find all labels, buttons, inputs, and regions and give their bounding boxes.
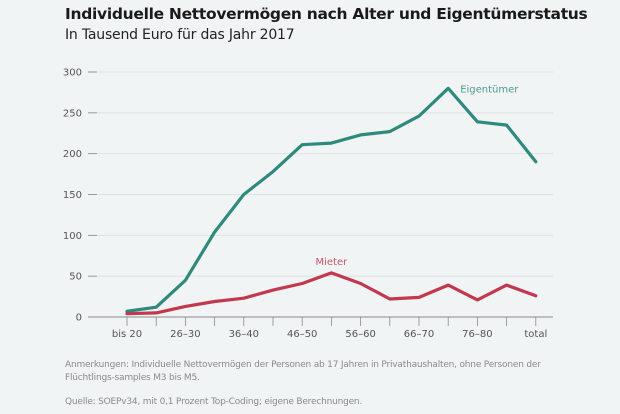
x-tick-label: bis 20 (112, 329, 142, 340)
series-label: Eigentümer (460, 84, 519, 95)
y-tick-label: 250 (63, 108, 82, 119)
series-line-eigentümer (125, 86, 538, 313)
y-tick-label: 0 (76, 313, 82, 324)
x-axis: bis 20 26–30 36–40 46–50 56–60 66–70 76–80 tota… (88, 316, 553, 340)
series-lines (125, 86, 538, 316)
series-line-mieter (125, 271, 538, 316)
series-labels: Eigentümer Mieter (316, 84, 520, 268)
chart-subtitle: In Tausend Euro für das Jahr 2017 (65, 27, 295, 43)
y-tick-label: 200 (63, 149, 82, 160)
chart-source: Quelle: SOEPv34, mit 0,1 Prozent Top-Cod… (65, 397, 363, 407)
x-tick-label: 46–50 (287, 329, 317, 340)
x-tick-label: 36–40 (229, 329, 259, 340)
y-tick-label: 300 (63, 68, 82, 79)
x-tick-label: total (524, 329, 547, 340)
x-tick-label: 56–60 (345, 329, 375, 340)
chart-title: Individuelle Nettovermögen nach Alter un… (65, 5, 588, 23)
y-axis: 0 50 100 150 200 250 300 (63, 68, 97, 324)
x-tick-label: 66–70 (404, 329, 434, 340)
y-tick-label: 150 (63, 190, 82, 201)
x-tick-label: 26–30 (170, 329, 200, 340)
gridlines (88, 71, 553, 277)
series-label: Mieter (316, 257, 349, 268)
y-tick-label: 50 (69, 272, 82, 283)
x-tick-label: 76–80 (462, 329, 492, 340)
y-tick-label: 100 (63, 231, 82, 242)
line-chart: 0 50 100 150 200 250 300 bis 20 26–30 36–40 46–50… (63, 68, 553, 340)
chart-annotation: Anmerkungen: Individuelle Nettovermögen … (65, 360, 541, 383)
